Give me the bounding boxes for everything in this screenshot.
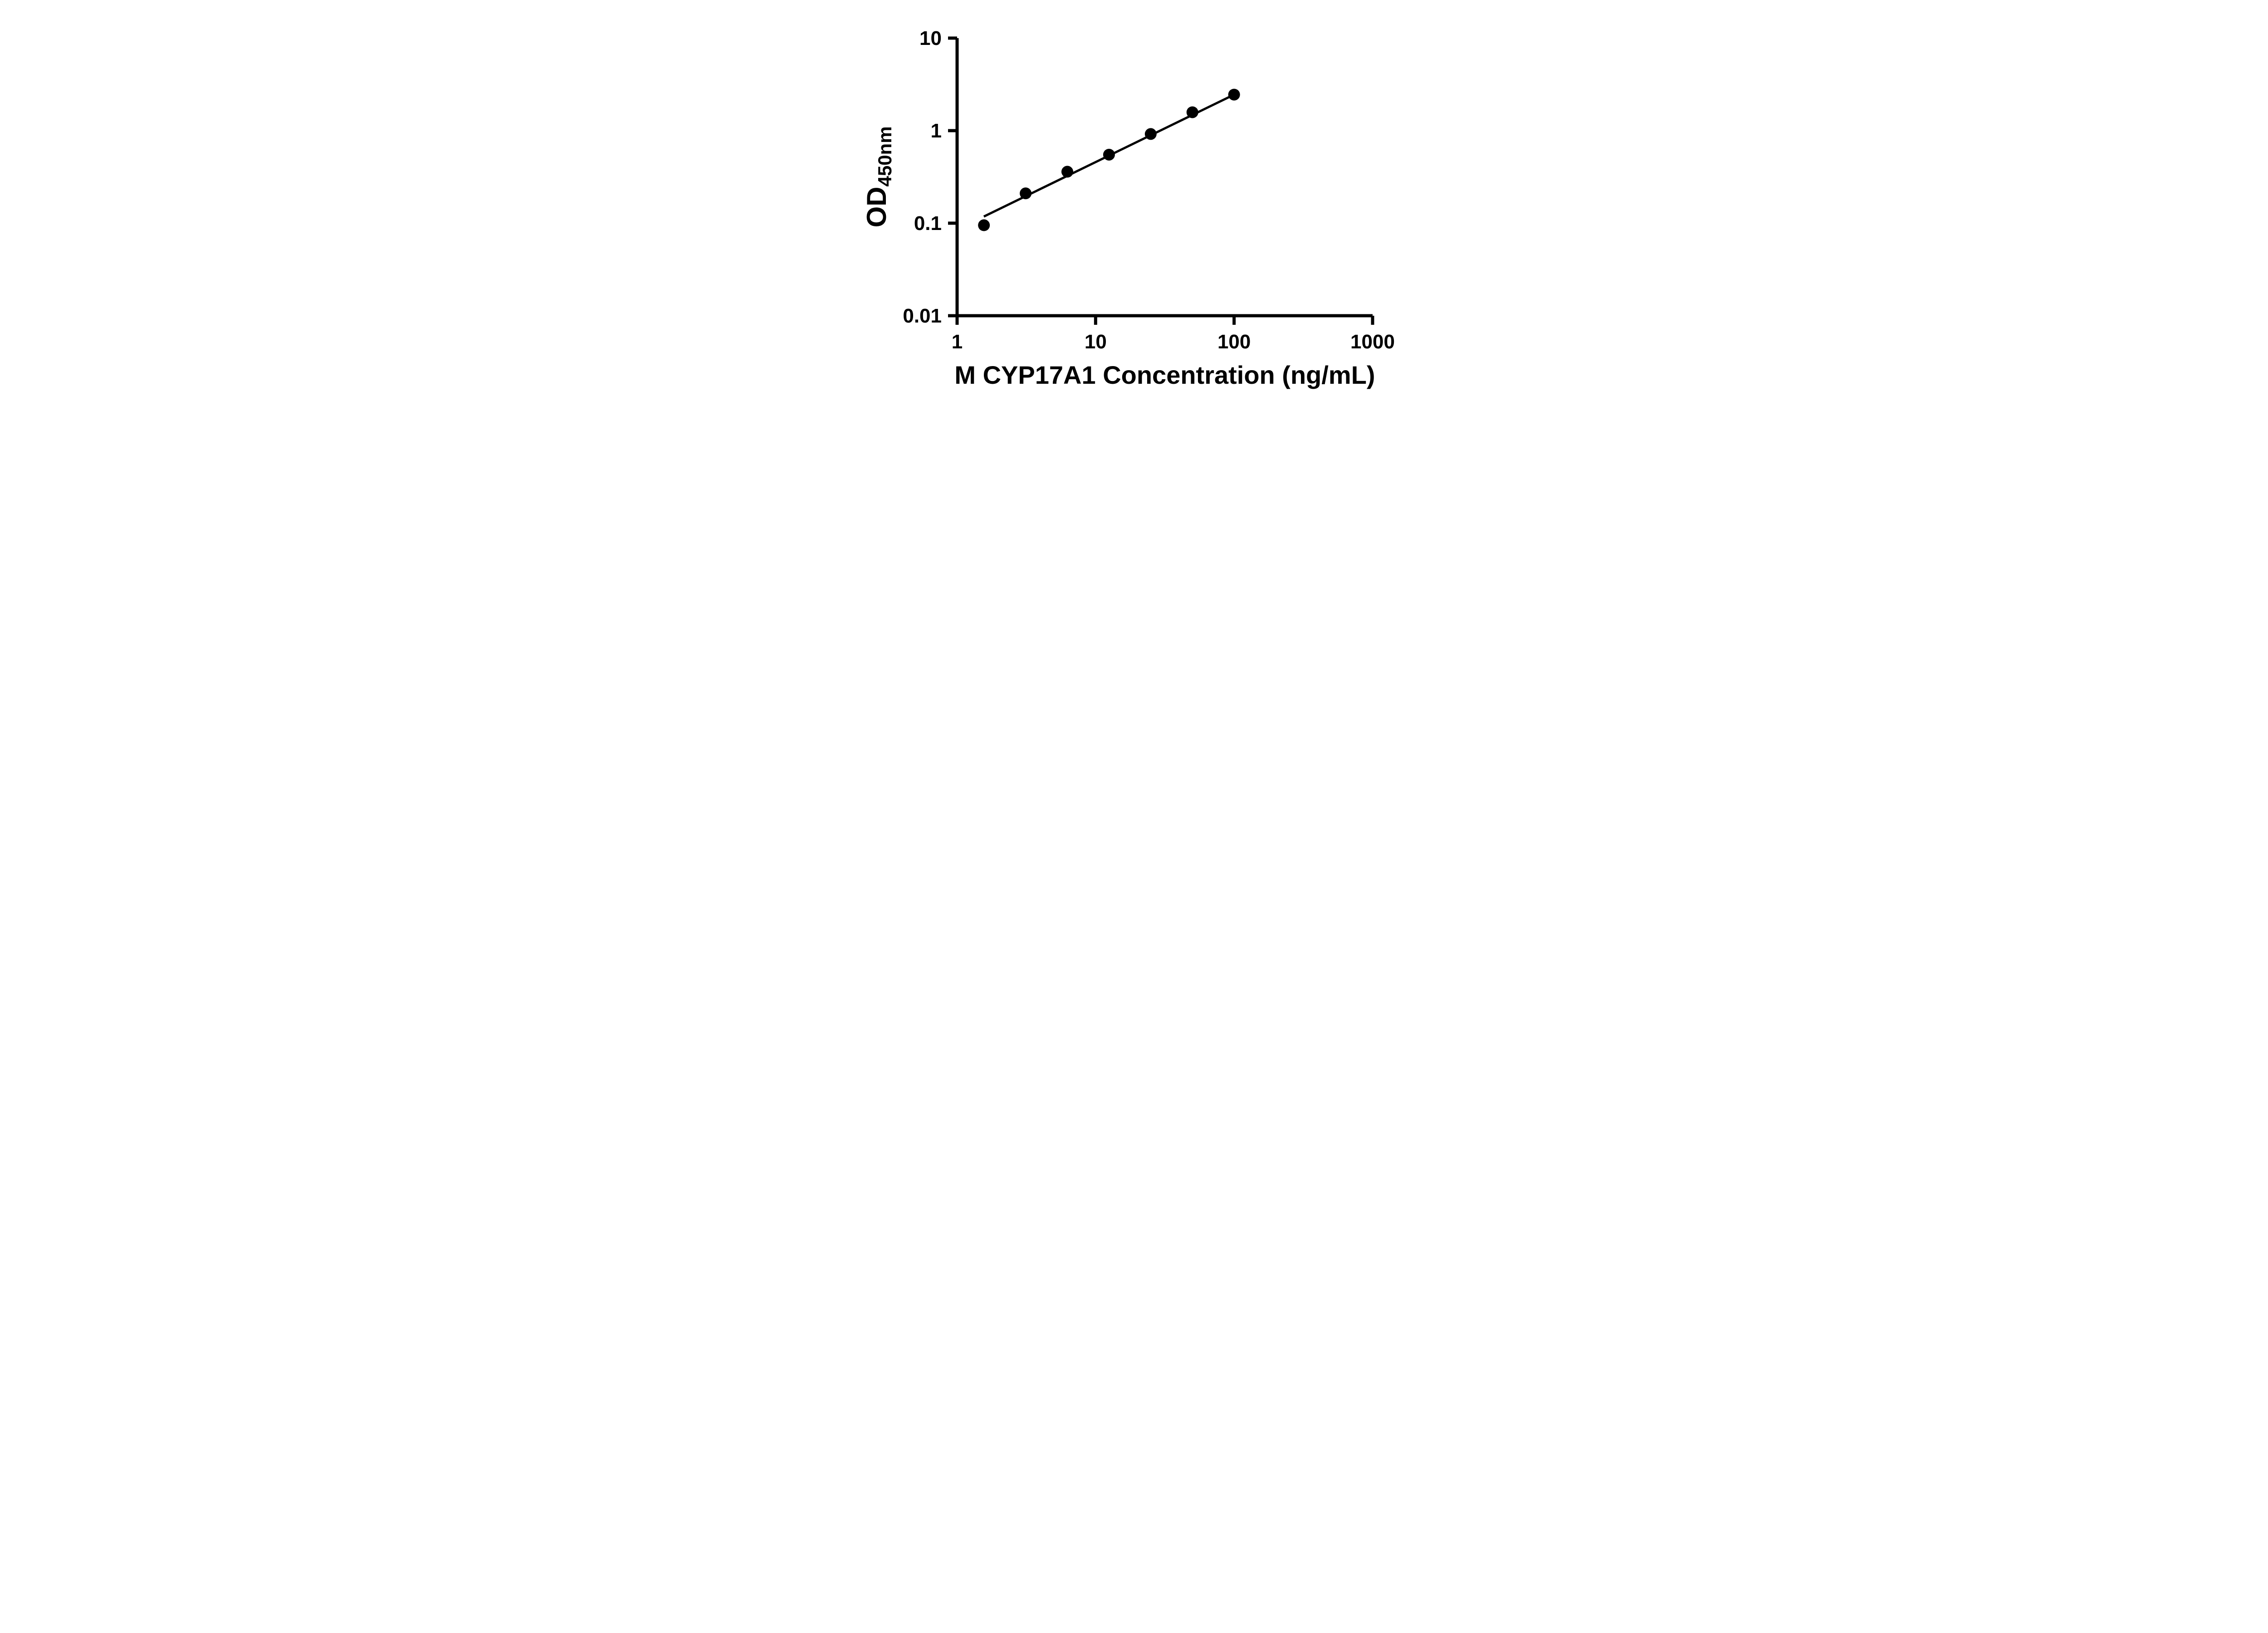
- y-tick-label: 0.1: [914, 212, 941, 235]
- y-axis-title-subscript: 450nm: [874, 126, 895, 186]
- elisa-standard-curve-figure: 1 10 100 1000 0.01 0.1 1 10 M CYP17A1 Concentrat…: [842, 0, 1426, 408]
- y-axis-title-main: OD: [861, 187, 892, 228]
- y-axis-title: OD450nm: [861, 126, 895, 227]
- data-point: [978, 219, 990, 231]
- x-axis-title: M CYP17A1 Concentration (ng/mL): [954, 361, 1375, 389]
- data-point: [1061, 166, 1073, 178]
- x-tick-label: 100: [1217, 331, 1250, 353]
- data-point: [1144, 128, 1157, 140]
- x-tick-label: 1: [951, 331, 962, 353]
- y-tick-label: 0.01: [903, 305, 942, 327]
- y-tick-label: 1: [930, 120, 941, 142]
- data-point: [1103, 148, 1115, 161]
- y-tick-label: 10: [919, 27, 942, 49]
- data-point: [1019, 187, 1031, 200]
- data-point: [1186, 106, 1198, 118]
- standard-curve-chart: 1 10 100 1000 0.01 0.1 1 10 M CYP17A1 Concentrat…: [861, 27, 1395, 389]
- axes: [955, 38, 1373, 318]
- data-point: [1228, 88, 1240, 101]
- x-tick-label: 10: [1084, 331, 1106, 353]
- x-tick-label: 1000: [1350, 331, 1395, 353]
